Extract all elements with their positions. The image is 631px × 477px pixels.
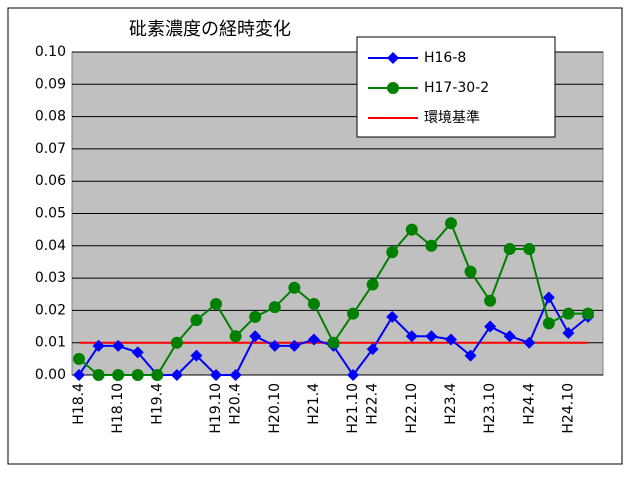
data-point (73, 352, 85, 365)
y-tick-label: 0.09 (35, 76, 66, 92)
data-point (190, 314, 203, 327)
data-point (210, 297, 223, 310)
data-point (386, 310, 399, 323)
y-tick-label: 0.01 (35, 335, 66, 351)
data-point (386, 246, 399, 259)
x-tick-label: H19.10 (208, 383, 224, 434)
data-point (347, 369, 360, 381)
x-tick-label: H18.4 (71, 383, 87, 425)
data-point (112, 369, 125, 381)
legend-marker (387, 52, 399, 64)
data-point (562, 327, 575, 340)
data-point (444, 217, 457, 230)
data-point (542, 291, 555, 304)
data-point (484, 294, 497, 307)
data-point (347, 307, 360, 320)
data-point (268, 339, 281, 352)
data-point (249, 330, 262, 343)
data-point (366, 343, 379, 356)
x-tick-label: H23.4 (443, 383, 459, 425)
data-point (288, 339, 301, 352)
y-tick-label: 0.00 (35, 367, 66, 383)
data-point (210, 369, 223, 381)
data-point (170, 369, 183, 381)
legend-label: H17-30-2 (424, 80, 489, 96)
y-tick-label: 0.08 (35, 109, 66, 125)
data-point (425, 330, 438, 343)
x-tick-label: H21.10 (345, 383, 361, 434)
data-point (503, 330, 516, 343)
y-tick-label: 0.06 (35, 173, 66, 189)
y-tick-label: 0.05 (35, 206, 66, 222)
data-point (425, 239, 438, 252)
data-point (151, 369, 164, 381)
data-point (229, 369, 242, 381)
legend-box (356, 36, 556, 138)
x-tick-label: H24.4 (521, 383, 537, 425)
data-point (190, 349, 203, 362)
data-point (582, 307, 594, 320)
x-tick-label: H18.10 (110, 383, 126, 434)
data-point (405, 330, 418, 343)
x-tick-label: H24.10 (560, 383, 576, 434)
x-tick-label: H23.10 (482, 383, 498, 434)
data-point (562, 307, 575, 320)
x-tick-label: H19.4 (149, 383, 165, 425)
data-point (112, 339, 125, 352)
x-tick-label: H22.10 (404, 383, 420, 434)
data-point (131, 346, 144, 359)
data-point (523, 243, 536, 256)
legend-label: 環境基準 (424, 109, 480, 126)
data-point (464, 349, 477, 362)
data-point (249, 310, 262, 323)
data-point (131, 369, 144, 381)
chart-title: 砒素濃度の経時変化 (129, 19, 291, 40)
y-tick-label: 0.10 (35, 44, 66, 60)
x-tick-label: H20.10 (267, 383, 283, 434)
data-point (542, 317, 555, 330)
data-point (92, 369, 105, 381)
legend-label: H16-8 (424, 50, 466, 66)
data-point (73, 369, 85, 381)
data-point (327, 336, 340, 349)
data-point (405, 223, 418, 236)
x-tick-label: H20.4 (228, 383, 244, 425)
data-point (170, 336, 183, 349)
y-tick-label: 0.04 (35, 238, 66, 254)
data-point (444, 333, 457, 346)
data-point (307, 297, 320, 310)
data-point (92, 339, 105, 352)
y-tick-label: 0.07 (35, 141, 66, 157)
data-point (229, 330, 242, 343)
data-point (523, 336, 536, 349)
x-tick-label: H21.4 (306, 383, 322, 425)
data-point (503, 243, 516, 256)
data-point (464, 265, 477, 278)
data-point (484, 320, 497, 333)
data-point (288, 281, 301, 294)
data-point (268, 301, 281, 314)
y-tick-label: 0.03 (35, 270, 66, 286)
legend-marker (387, 82, 399, 94)
data-point (307, 333, 320, 346)
data-point (366, 278, 379, 291)
x-tick-label: H22.4 (365, 383, 381, 425)
y-tick-label: 0.02 (35, 302, 66, 318)
